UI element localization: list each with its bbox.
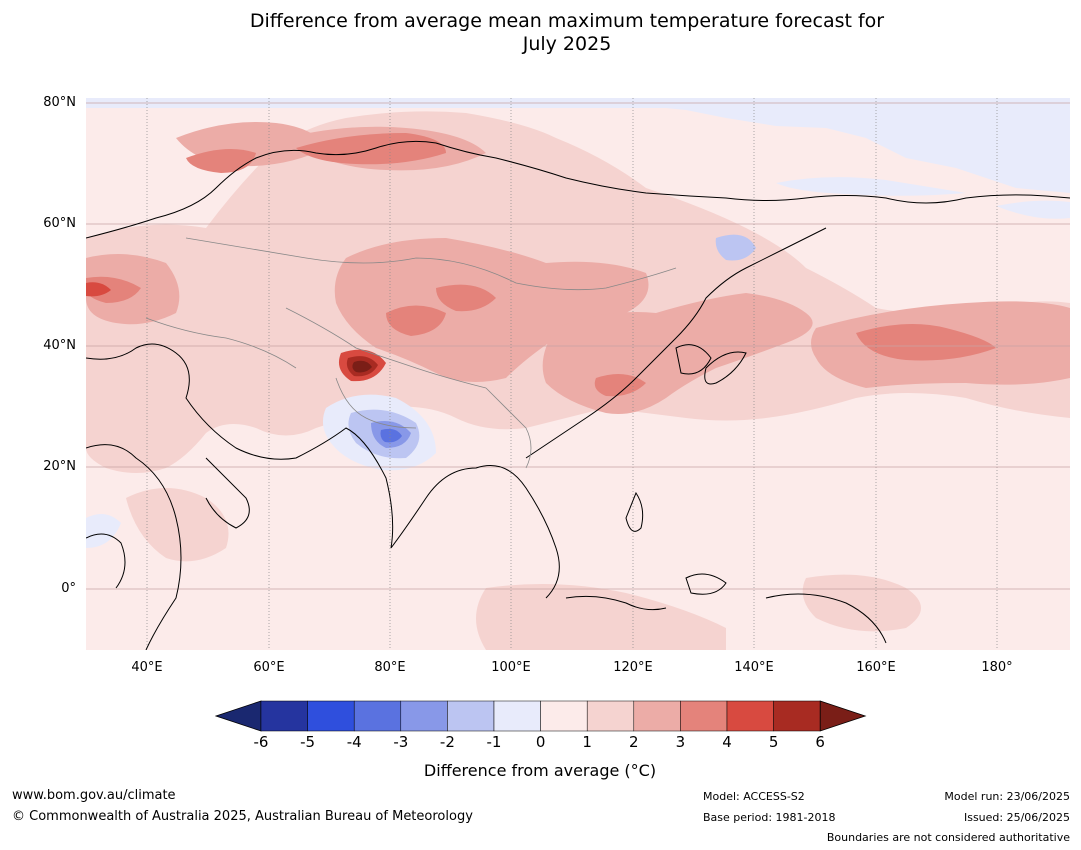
himalaya-over-6-patch: [352, 360, 372, 373]
arctic-cool-region: [86, 98, 1070, 193]
map-canvas: [86, 98, 1070, 650]
colorbar-graphic: [214, 700, 867, 732]
colorbar-over-triangle: [819, 700, 867, 732]
colorbar-tick-label: 0: [535, 733, 546, 751]
colorbar-label: Difference from average (°C): [423, 761, 657, 780]
map-title: Difference from average mean maximum tem…: [0, 10, 1081, 56]
pacific-3-4-patch: [856, 324, 996, 361]
lon-label-140e: 140°E: [734, 660, 774, 675]
colorbar-tick-label: 6: [815, 733, 825, 751]
colorbar-tick-label: 2: [629, 733, 639, 751]
colorbar-tick-label: -3: [393, 733, 409, 751]
lat-label-0: 0°: [61, 581, 76, 596]
okhotsk-cool-patch: [715, 234, 756, 261]
colorbar-segment: [540, 700, 588, 732]
colorbar-tick-label: 3: [675, 733, 686, 751]
model-run-text: Model run: 23/06/2025: [944, 790, 1070, 803]
lon-label-160e: 160°E: [856, 660, 896, 675]
colorbar-tick-label: -1: [486, 733, 502, 751]
colorbar-segment: [493, 700, 541, 732]
lon-label-80e: 80°E: [374, 660, 406, 675]
scandinavia-3-4-patch: [186, 149, 256, 173]
siberia-cool-patch: [776, 177, 966, 196]
country-borders: [145, 237, 677, 469]
lon-label-120e: 120°E: [613, 660, 653, 675]
colorbar-segment: [260, 700, 308, 732]
lon-label-180: 180°: [981, 660, 1013, 675]
colorbar: [214, 700, 867, 736]
xinjiang-3-4-patch: [436, 284, 496, 312]
kola-3-4-patch: [296, 133, 446, 165]
issued-text: Issued: 25/06/2025: [963, 811, 1070, 824]
copyright-text: © Commonwealth of Australia 2025, Austra…: [12, 809, 473, 824]
title-line-2: July 2025: [522, 33, 612, 55]
coastlines: [86, 140, 1070, 650]
colorbar-tick-label: -5: [300, 733, 316, 751]
colorbar-segment: [307, 700, 355, 732]
colorbar-segment: [586, 700, 635, 732]
colorbar-tick-label: 4: [722, 733, 732, 751]
model-text: Model: ACCESS-S2: [703, 790, 805, 803]
temperature-anomaly-map: [86, 98, 1070, 650]
lat-label-20n: 20°N: [43, 459, 76, 474]
colorbar-segment: [447, 700, 495, 732]
colorbar-tick-label: -6: [253, 733, 269, 751]
yangtze-3-4-patch: [594, 374, 646, 397]
base-period-text: Base period: 1981-2018: [703, 811, 836, 824]
colorbar-tick-label: -2: [439, 733, 455, 751]
colorbar-segment: [353, 700, 402, 732]
website-text: www.bom.gov.au/climate: [12, 788, 176, 803]
colorbar-tick-label: 1: [582, 733, 592, 751]
lon-label-60e: 60°E: [253, 660, 285, 675]
colorbar-segment: [726, 700, 774, 732]
colorbar-segment: [773, 700, 821, 732]
india-minus-4-3-patch: [380, 428, 402, 443]
lat-label-80n: 80°N: [43, 95, 76, 110]
pacific-north-cool-patch: [996, 200, 1070, 219]
lon-label-40e: 40°E: [131, 660, 163, 675]
colorbar-segment: [680, 700, 728, 732]
colorbar-segment: [633, 700, 681, 732]
europe-4-5-patch: [86, 282, 111, 297]
tibet-3-4-patch: [386, 305, 446, 336]
latitude-lines: [86, 102, 1070, 590]
lat-label-60n: 60°N: [43, 216, 76, 231]
lon-label-100e: 100°E: [491, 660, 531, 675]
colorbar-segment: [400, 700, 448, 732]
graticule: [146, 98, 998, 650]
colorbar-title: Difference from average (°C): [330, 761, 750, 780]
colorbar-tick-label: 5: [768, 733, 779, 751]
indonesia-1-2-patch: [476, 584, 726, 650]
africa-cool-patch: [86, 514, 121, 548]
title-line-1: Difference from average mean maximum tem…: [249, 10, 885, 32]
colorbar-tick-label: -4: [346, 733, 362, 751]
lat-label-40n: 40°N: [43, 338, 76, 353]
colorbar-under-triangle: [214, 700, 262, 732]
disclaimer-text: Boundaries are not considered authoritat…: [826, 831, 1070, 844]
